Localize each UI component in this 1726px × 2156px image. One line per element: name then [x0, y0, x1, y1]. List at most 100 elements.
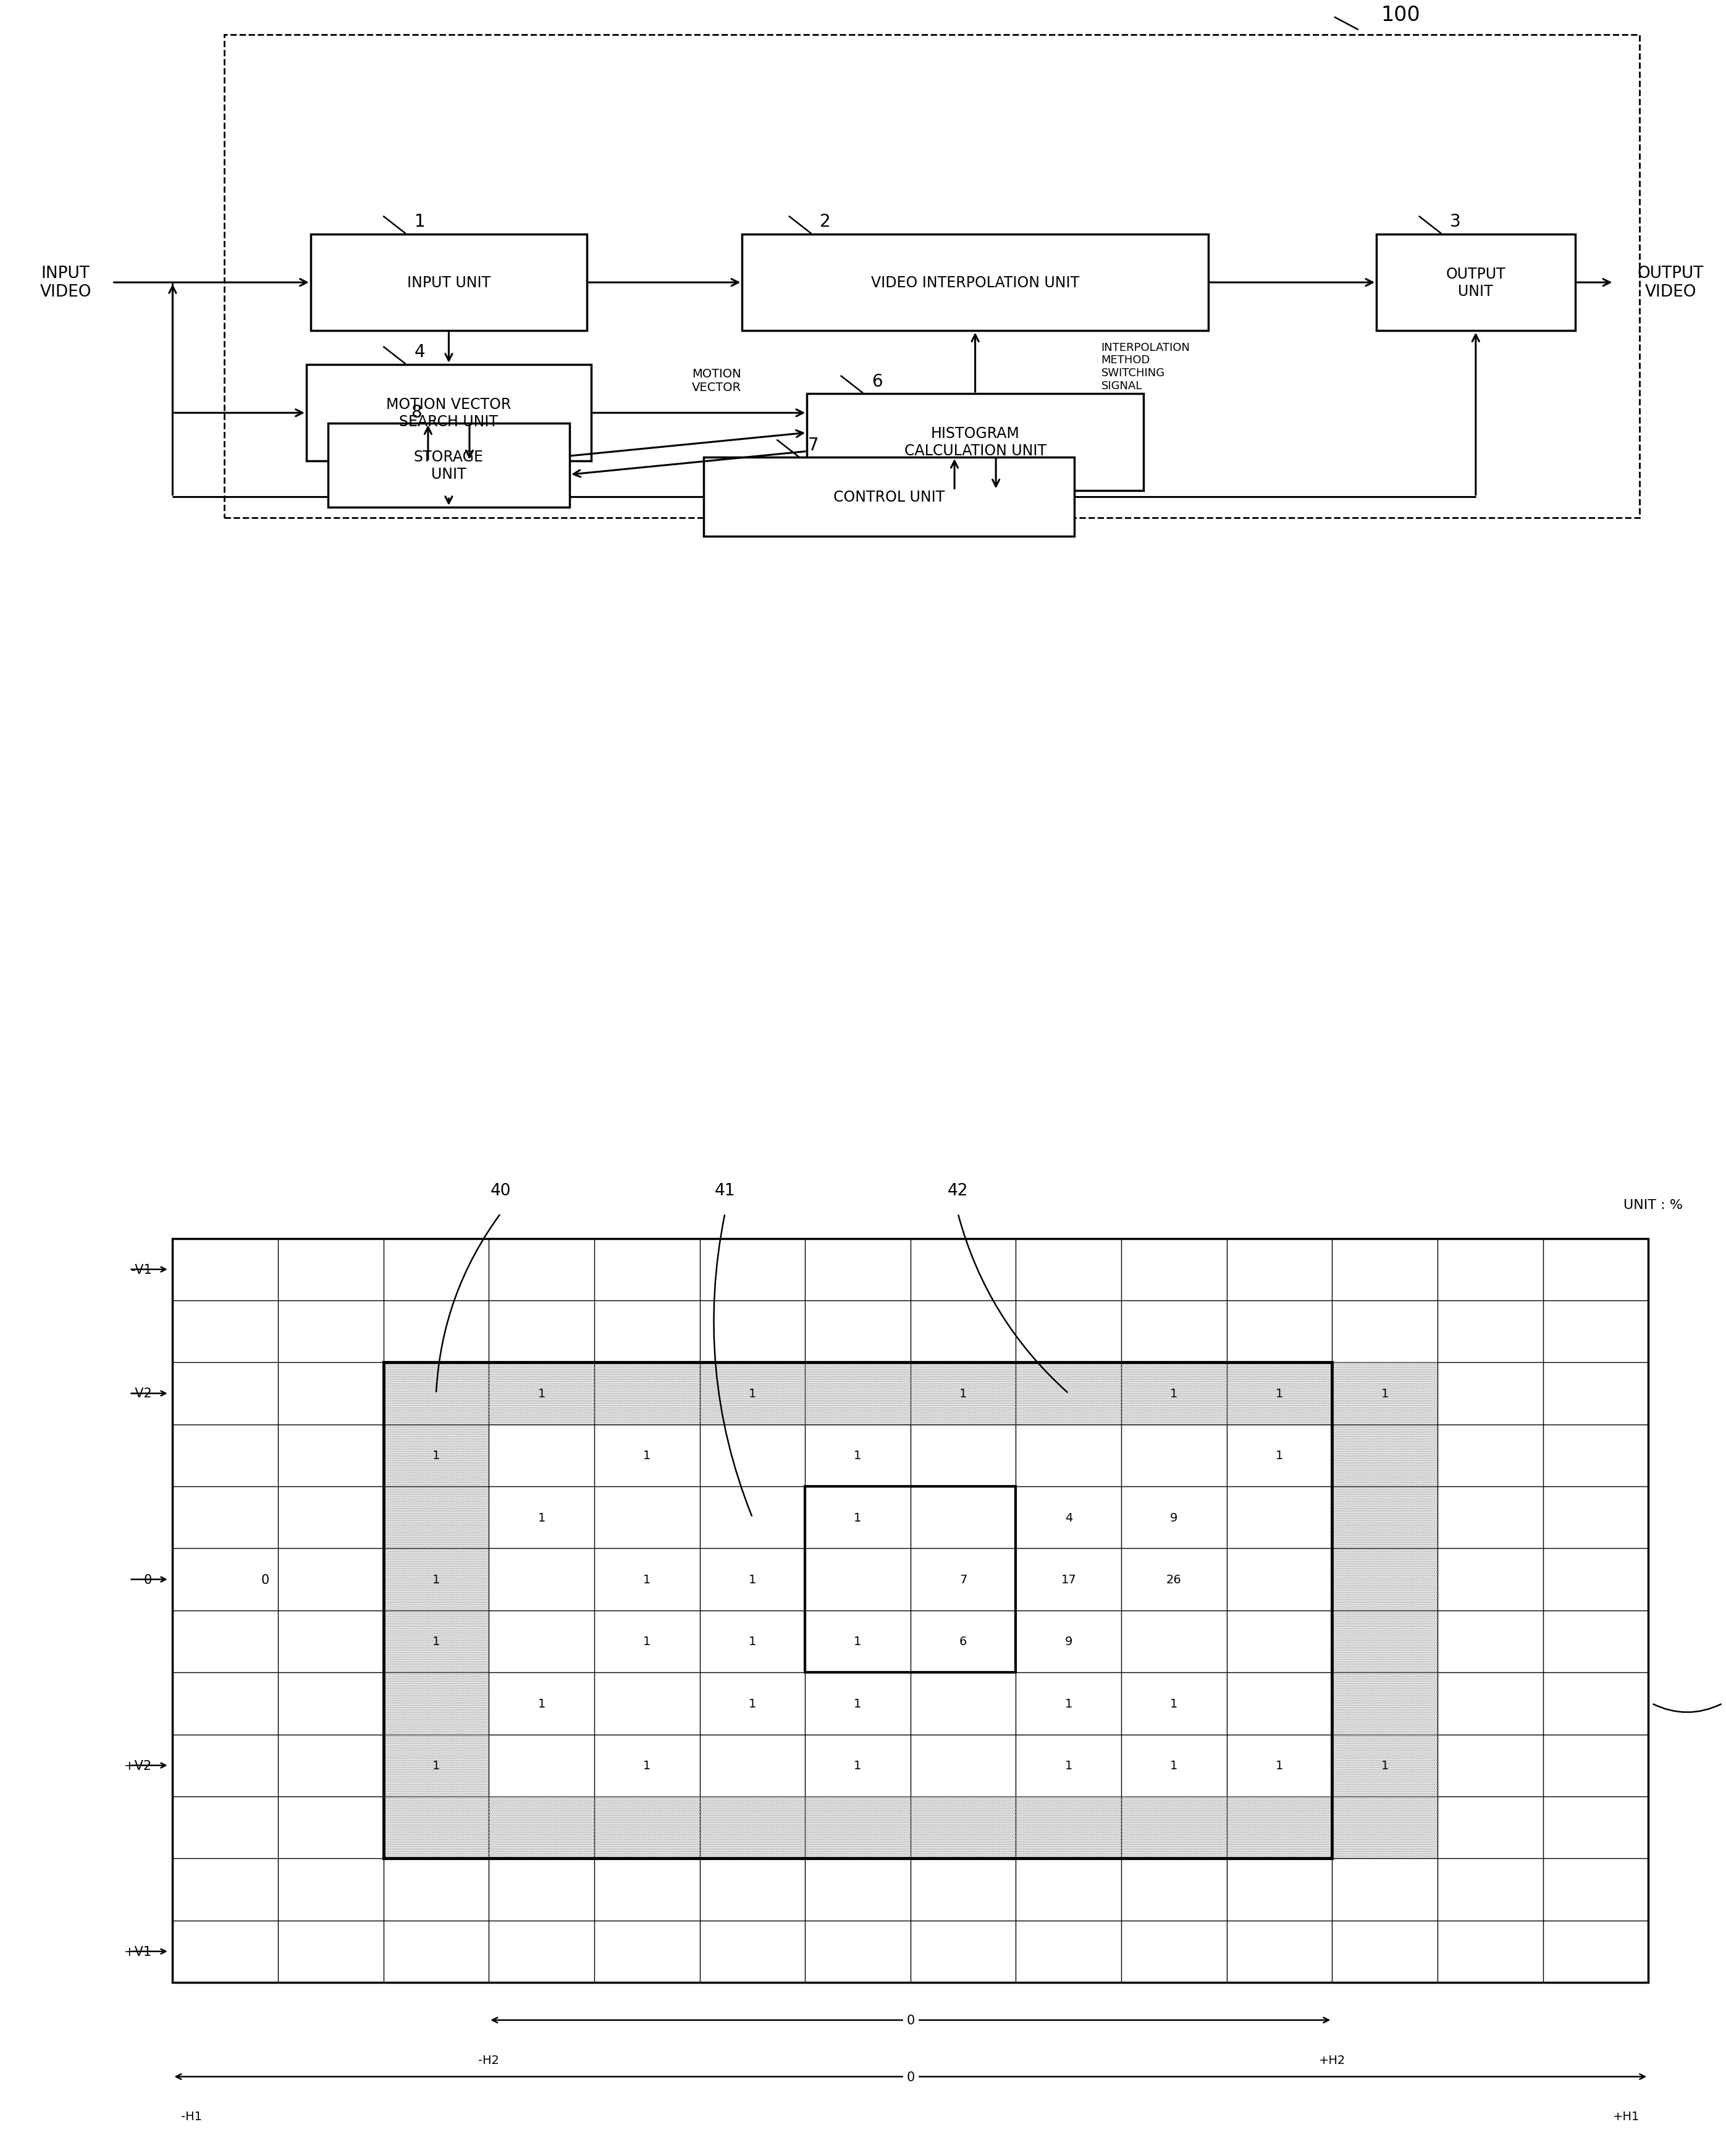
Text: +V2: +V2 [124, 1759, 152, 1772]
Text: 6: 6 [960, 1636, 967, 1647]
Bar [699, 1363, 804, 1425]
Bar [1332, 1673, 1438, 1733]
Bar [804, 1363, 911, 1425]
Bar [307, 364, 590, 461]
Text: 1: 1 [749, 1636, 756, 1647]
Text: 7: 7 [960, 1574, 967, 1585]
Bar [1332, 1548, 1438, 1611]
Text: 3: 3 [1450, 213, 1460, 231]
Bar [804, 1796, 911, 1858]
Bar [311, 235, 587, 332]
Text: 1: 1 [1170, 1759, 1177, 1772]
Text: CONTROL UNIT: CONTROL UNIT [834, 489, 944, 505]
Text: 1: 1 [432, 1449, 440, 1462]
Text: INPUT UNIT: INPUT UNIT [407, 276, 490, 291]
Text: -V1: -V1 [131, 1263, 152, 1276]
Text: 1: 1 [539, 1697, 545, 1710]
Bar [383, 1425, 488, 1488]
Bar [488, 1796, 594, 1858]
Text: 9: 9 [1170, 1511, 1177, 1524]
Text: MOTION VECTOR
SEARCH UNIT: MOTION VECTOR SEARCH UNIT [387, 397, 511, 429]
Text: 40: 40 [490, 1184, 511, 1199]
Text: +V1: +V1 [124, 1945, 152, 1958]
Text: 1: 1 [749, 1697, 756, 1710]
Bar [383, 1611, 488, 1673]
Bar [383, 1363, 488, 1425]
Text: +H1: +H1 [1612, 2111, 1640, 2122]
Text: 2: 2 [820, 213, 830, 231]
Text: 1: 1 [432, 1759, 440, 1772]
Text: 0: 0 [906, 2014, 915, 2027]
Bar [1227, 1796, 1332, 1858]
Text: 1: 1 [1170, 1388, 1177, 1399]
Text: 17: 17 [1061, 1574, 1077, 1585]
Bar [910, 1363, 1017, 1425]
Bar [806, 395, 1143, 492]
Text: 7: 7 [808, 438, 818, 455]
Bar [383, 1733, 488, 1796]
Text: 6: 6 [872, 373, 882, 390]
Text: MOTION
VECTOR: MOTION VECTOR [692, 369, 740, 392]
Bar [594, 1363, 699, 1425]
Text: OUTPUT
UNIT: OUTPUT UNIT [1446, 267, 1505, 300]
Bar [224, 34, 1640, 517]
Bar [704, 457, 1074, 537]
Text: 1: 1 [1276, 1388, 1282, 1399]
Text: UNIT : %: UNIT : % [1624, 1199, 1683, 1212]
Text: 1: 1 [644, 1759, 651, 1772]
Bar [1377, 235, 1574, 332]
Text: 1: 1 [1065, 1759, 1072, 1772]
Text: 1: 1 [539, 1388, 545, 1399]
Text: 1: 1 [1276, 1449, 1282, 1462]
Bar [1227, 1363, 1332, 1425]
Bar [699, 1796, 804, 1858]
Bar [383, 1488, 488, 1548]
Text: 1: 1 [539, 1511, 545, 1524]
Text: 42: 42 [948, 1184, 968, 1199]
Bar [1122, 1363, 1227, 1425]
Text: 1: 1 [1276, 1759, 1282, 1772]
Text: 0: 0 [906, 2070, 915, 2083]
Bar [1122, 1796, 1227, 1858]
Text: -V2: -V2 [131, 1388, 152, 1399]
Text: 1: 1 [432, 1636, 440, 1647]
Bar [1332, 1425, 1438, 1488]
Text: 4: 4 [414, 343, 425, 360]
Bar [910, 1796, 1017, 1858]
Text: 1: 1 [1170, 1697, 1177, 1710]
Text: 0: 0 [261, 1574, 269, 1585]
Bar [594, 1796, 699, 1858]
Text: -H2: -H2 [478, 2055, 499, 2065]
Text: 1: 1 [1065, 1697, 1072, 1710]
Bar [1332, 1733, 1438, 1796]
Text: 1: 1 [854, 1636, 861, 1647]
Bar [383, 1796, 488, 1858]
Bar [173, 1238, 1648, 1984]
Text: 1: 1 [1381, 1388, 1389, 1399]
Text: STORAGE
UNIT: STORAGE UNIT [414, 451, 483, 481]
Text: 1: 1 [644, 1574, 651, 1585]
Text: 1: 1 [854, 1511, 861, 1524]
Text: 1: 1 [644, 1449, 651, 1462]
Text: 26: 26 [1167, 1574, 1182, 1585]
Bar [1017, 1363, 1122, 1425]
Text: +H2: +H2 [1319, 2055, 1346, 2065]
Bar [488, 1363, 594, 1425]
Text: 1: 1 [854, 1697, 861, 1710]
Bar [383, 1673, 488, 1733]
Bar [1332, 1796, 1438, 1858]
Text: INTERPOLATION
METHOD
SWITCHING
SIGNAL: INTERPOLATION METHOD SWITCHING SIGNAL [1101, 343, 1191, 392]
Bar [742, 235, 1208, 332]
Bar [1332, 1611, 1438, 1673]
Text: INPUT
VIDEO: INPUT VIDEO [40, 265, 91, 300]
Text: 1: 1 [749, 1388, 756, 1399]
Text: 100: 100 [1381, 4, 1420, 26]
Bar [1017, 1796, 1122, 1858]
Text: 0: 0 [143, 1574, 152, 1585]
Bar [804, 1488, 1017, 1673]
Text: 1: 1 [960, 1388, 967, 1399]
Text: OUTPUT
VIDEO: OUTPUT VIDEO [1638, 265, 1704, 300]
Bar [383, 1548, 488, 1611]
Bar [1332, 1488, 1438, 1548]
Text: 1: 1 [854, 1449, 861, 1462]
